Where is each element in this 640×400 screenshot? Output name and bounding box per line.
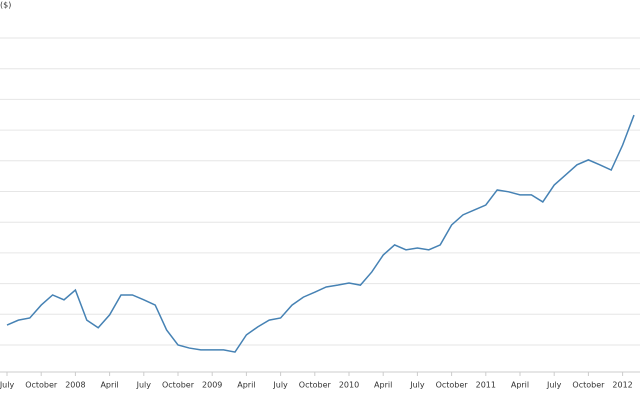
y-axis-label: ($)	[0, 1, 11, 10]
x-tick-label: April	[511, 381, 529, 390]
x-tick-label: October	[162, 381, 195, 390]
x-tick-label: 2008	[65, 381, 85, 390]
x-tick-label: 2010	[339, 381, 359, 390]
x-tick-label: October	[572, 381, 605, 390]
x-tick-label: 2011	[476, 381, 496, 390]
x-tick-label: July	[409, 381, 425, 390]
x-tick-label: July	[0, 381, 14, 390]
x-tick-label: April	[374, 381, 392, 390]
x-tick-label: April	[100, 381, 118, 390]
x-tick-label: April	[237, 381, 255, 390]
line	[6, 114, 635, 353]
x-tick-label: 2012	[612, 381, 632, 390]
x-tick-label: 2009	[202, 381, 222, 390]
x-tick-label: October	[436, 381, 469, 390]
x-tick-label: October	[299, 381, 332, 390]
x-tick-label: July	[546, 381, 562, 390]
x-tick-label: July	[136, 381, 152, 390]
x-tick-label: July	[272, 381, 288, 390]
x-tick-label: October	[25, 381, 58, 390]
